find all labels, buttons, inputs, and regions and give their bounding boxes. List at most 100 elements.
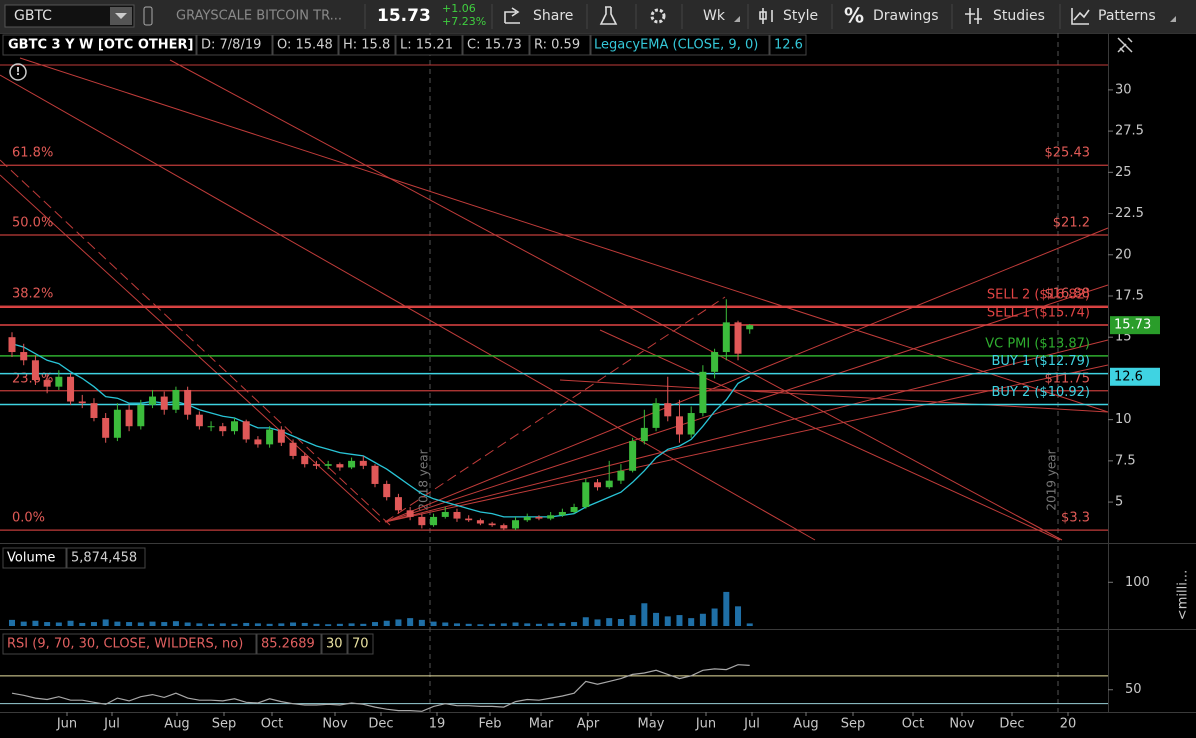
candle-body <box>31 360 39 381</box>
candle-body <box>359 460 367 466</box>
price-level-label: SELL 1 ($15.74) <box>987 305 1090 320</box>
alert-icon-mark: ! <box>15 65 20 78</box>
corner-arrow <box>734 16 740 22</box>
volume-bar <box>489 623 496 626</box>
patterns-icon <box>1071 8 1090 25</box>
volume-bar <box>383 620 390 626</box>
net-change: +1.06 <box>442 2 476 15</box>
y-tick-label: 100 <box>1125 575 1150 590</box>
candle-body <box>102 417 110 438</box>
volume-bar <box>137 622 144 626</box>
candle-body <box>219 426 227 432</box>
volume-bar <box>372 622 379 626</box>
x-tick-label: 20 <box>1060 717 1077 732</box>
rsi-value: 85.2689 <box>261 637 315 652</box>
volume-bar <box>711 608 718 626</box>
patterns-button[interactable]: Patterns <box>1098 8 1156 24</box>
fib-price: $11.75 <box>1045 371 1091 386</box>
candle-body <box>348 460 356 468</box>
chart-symbol: GBTC 3 Y W [OTC OTHER] <box>8 38 193 53</box>
volume-bar <box>430 621 437 626</box>
candle-body <box>441 511 449 517</box>
candle-body <box>149 396 157 405</box>
bar-open: O: 15.48 <box>277 38 333 53</box>
candle-body <box>687 413 695 435</box>
link-icon[interactable] <box>143 6 153 26</box>
rsi-line <box>11 664 750 712</box>
y-tick-label: 50 <box>1125 682 1142 697</box>
volume-bar <box>243 622 250 626</box>
dropdown-arrow <box>115 13 127 19</box>
volume-bar <box>535 623 542 626</box>
candle-body <box>383 483 391 498</box>
fib-price: $16.88 <box>1045 287 1091 302</box>
y-tick-label: 17.5 <box>1115 288 1144 303</box>
candle-body <box>125 409 133 427</box>
x-tick-label: Oct <box>902 717 924 732</box>
candle-body <box>746 325 754 330</box>
fib-percent: 38.2% <box>12 287 53 302</box>
candle-body <box>711 352 719 372</box>
ema-price-tag: 12.6 <box>1114 369 1143 384</box>
volume-bar <box>465 623 472 626</box>
flask-icon[interactable] <box>599 6 618 25</box>
x-tick-label: Nov <box>949 717 975 732</box>
candle-body <box>301 455 309 465</box>
candle-body <box>113 409 121 438</box>
candle-body <box>640 427 648 442</box>
price-level-label: BUY 1 ($12.79) <box>991 354 1090 369</box>
aggregation-button[interactable]: Wk <box>703 8 726 24</box>
y-tick-label: 5 <box>1115 495 1123 510</box>
header-box <box>2 633 257 655</box>
volume-bar <box>219 623 226 626</box>
drawings-button[interactable]: Drawings <box>873 8 939 24</box>
volume-bar <box>559 622 566 626</box>
share-button[interactable]: Share <box>533 8 573 24</box>
x-tick-label: Sep <box>212 717 237 732</box>
share-icon <box>504 7 520 24</box>
candle-body <box>418 516 426 526</box>
volume-bar <box>477 624 484 626</box>
trendline <box>559 379 1109 413</box>
expand-icon[interactable] <box>1117 37 1133 53</box>
y-tick-label: 10 <box>1115 412 1132 427</box>
header-box <box>395 34 463 56</box>
alert-icon[interactable] <box>9 63 27 81</box>
volume-bar <box>114 621 121 626</box>
candle-body <box>535 516 543 519</box>
volume-bar <box>418 619 425 626</box>
bar-close: C: 15.73 <box>467 38 522 53</box>
candle-body <box>137 404 145 427</box>
style-button[interactable]: Style <box>783 8 818 24</box>
rsi-label: RSI (9, 70, 30, CLOSE, WILDERS, no) <box>7 637 243 652</box>
volume-bar <box>571 622 578 626</box>
volume-bar <box>453 623 460 626</box>
volume-bar <box>278 623 285 626</box>
y-tick-label: 25 <box>1115 165 1132 180</box>
symbol-box[interactable] <box>4 4 135 28</box>
studies-button[interactable]: Studies <box>993 8 1045 24</box>
candle-body <box>430 516 438 526</box>
fib-price: $25.43 <box>1045 146 1091 161</box>
candle-body <box>277 429 285 443</box>
volume-bar <box>231 623 238 626</box>
volume-bar <box>348 623 355 626</box>
trendline <box>169 59 1063 541</box>
last-price: 15.73 <box>377 6 431 26</box>
volume-bar <box>67 620 74 626</box>
candle-body <box>617 470 625 481</box>
volume-unit: <milli... <box>1176 570 1191 620</box>
volume-bar <box>664 616 671 626</box>
volume-bar <box>582 617 589 626</box>
study-name: LegacyEMA (CLOSE, 9, 0) <box>594 38 758 53</box>
candle-body <box>43 380 51 387</box>
settings-icon[interactable] <box>650 8 666 24</box>
volume-bar <box>266 623 273 626</box>
volume-value: 5,874,458 <box>71 551 137 566</box>
candle-body <box>67 376 75 402</box>
header-box <box>272 34 339 56</box>
price-level-label: BUY 2 ($10.92) <box>991 385 1090 400</box>
header-box <box>338 34 396 56</box>
trendline-dashed <box>384 296 726 523</box>
candle-body <box>734 322 742 354</box>
